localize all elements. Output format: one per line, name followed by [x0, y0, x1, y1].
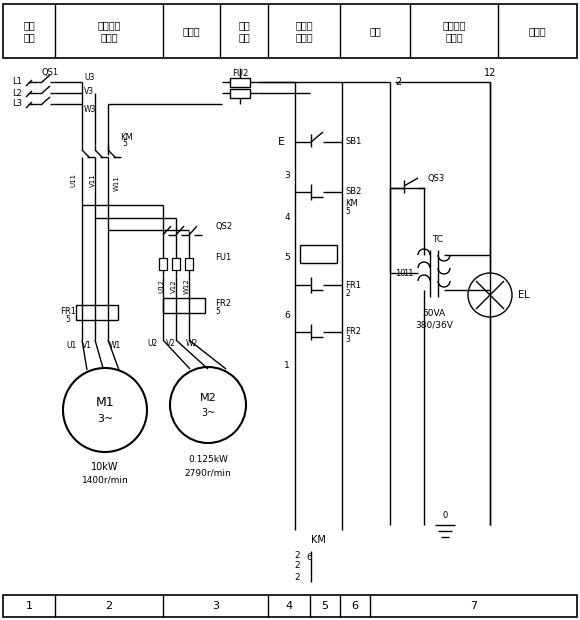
Text: V2: V2: [166, 340, 176, 348]
Text: 4: 4: [285, 601, 292, 611]
Text: U12: U12: [158, 279, 164, 293]
Text: EL: EL: [518, 290, 530, 300]
Text: QS1: QS1: [42, 68, 59, 76]
Bar: [159, 258, 167, 270]
Circle shape: [63, 368, 147, 452]
Text: W1: W1: [109, 340, 121, 350]
Text: 1: 1: [26, 601, 32, 611]
Text: W2: W2: [186, 340, 198, 348]
Text: E: E: [277, 137, 285, 147]
Text: 50VA: 50VA: [422, 309, 445, 317]
Text: L1: L1: [12, 78, 22, 87]
Text: U3: U3: [84, 74, 95, 82]
Text: 4: 4: [284, 213, 290, 223]
Text: FR2: FR2: [215, 299, 231, 309]
Text: 5: 5: [345, 208, 350, 216]
Text: FU1: FU1: [215, 254, 231, 262]
Text: KM: KM: [120, 133, 133, 141]
Circle shape: [468, 273, 512, 317]
Text: FU2: FU2: [232, 68, 248, 78]
Text: 5: 5: [122, 138, 127, 148]
Bar: [163, 298, 205, 313]
Text: 3~: 3~: [201, 408, 215, 418]
Text: FR1: FR1: [60, 306, 76, 316]
Text: W12: W12: [184, 278, 190, 294]
Text: QS2: QS2: [215, 223, 232, 231]
Bar: [185, 258, 193, 270]
Text: 10: 10: [395, 268, 405, 278]
Text: U11: U11: [70, 173, 76, 187]
Text: 主电动
机控制: 主电动 机控制: [295, 20, 313, 42]
Text: 5: 5: [321, 601, 328, 611]
Bar: [76, 305, 118, 320]
Text: 2: 2: [106, 601, 113, 611]
Text: 2: 2: [294, 572, 300, 582]
Text: KM: KM: [345, 200, 358, 208]
Bar: [3, 4, 577, 58]
Text: V12: V12: [171, 279, 177, 293]
Text: M2: M2: [200, 393, 216, 403]
Text: 5: 5: [284, 254, 290, 262]
Text: 主轴及进
给传动: 主轴及进 给传动: [97, 20, 121, 42]
Text: 电路
保护: 电路 保护: [238, 20, 250, 42]
Bar: [230, 78, 250, 87]
Text: 1400r/min: 1400r/min: [82, 476, 128, 484]
Text: KM: KM: [311, 535, 326, 545]
Text: FR2: FR2: [345, 327, 361, 337]
Text: FR1: FR1: [345, 280, 361, 290]
Text: 380/36V: 380/36V: [415, 321, 453, 329]
Text: M1: M1: [96, 396, 114, 409]
Bar: [300, 245, 337, 263]
Text: 2: 2: [345, 288, 350, 298]
Text: 照明灯: 照明灯: [529, 26, 546, 36]
Text: 5: 5: [66, 314, 70, 324]
Text: 6: 6: [306, 554, 312, 562]
Text: 0: 0: [443, 510, 448, 520]
Text: 2: 2: [294, 562, 300, 570]
Bar: [230, 89, 250, 98]
Text: 6: 6: [351, 601, 358, 611]
Text: U2: U2: [148, 340, 158, 348]
Text: V11: V11: [90, 173, 96, 187]
Text: 2790r/min: 2790r/min: [184, 469, 231, 477]
Text: 电源
开关: 电源 开关: [23, 20, 35, 42]
Text: L2: L2: [12, 89, 22, 97]
Text: 11: 11: [404, 268, 414, 278]
Text: W11: W11: [114, 175, 120, 191]
Text: W3: W3: [84, 105, 96, 115]
Text: V3: V3: [84, 87, 94, 95]
Text: 3~: 3~: [97, 414, 113, 424]
Text: 12: 12: [484, 68, 496, 78]
Text: SB2: SB2: [345, 187, 361, 197]
Text: 3: 3: [212, 601, 219, 611]
Text: 2: 2: [395, 77, 401, 87]
Bar: [3, 595, 577, 617]
Text: 7: 7: [470, 601, 477, 611]
Text: 1: 1: [284, 360, 290, 370]
Text: 冷却泵: 冷却泵: [183, 26, 200, 36]
Text: U1: U1: [67, 340, 77, 350]
Bar: [172, 258, 180, 270]
Text: 2: 2: [294, 551, 300, 559]
Text: 开关: 开关: [369, 26, 381, 36]
Text: L3: L3: [12, 99, 22, 108]
Text: QS3: QS3: [428, 174, 445, 182]
Text: 3: 3: [345, 335, 350, 345]
Text: V1: V1: [82, 340, 92, 350]
Text: SB1: SB1: [345, 138, 361, 146]
Text: 0.125kW: 0.125kW: [188, 456, 228, 464]
Circle shape: [170, 367, 246, 443]
Text: 10kW: 10kW: [91, 462, 119, 472]
Text: 3: 3: [284, 170, 290, 180]
Text: 6: 6: [284, 311, 290, 321]
Text: 照明装置
变压器: 照明装置 变压器: [442, 20, 466, 42]
Text: 5: 5: [215, 308, 220, 316]
Text: TC: TC: [433, 236, 444, 244]
